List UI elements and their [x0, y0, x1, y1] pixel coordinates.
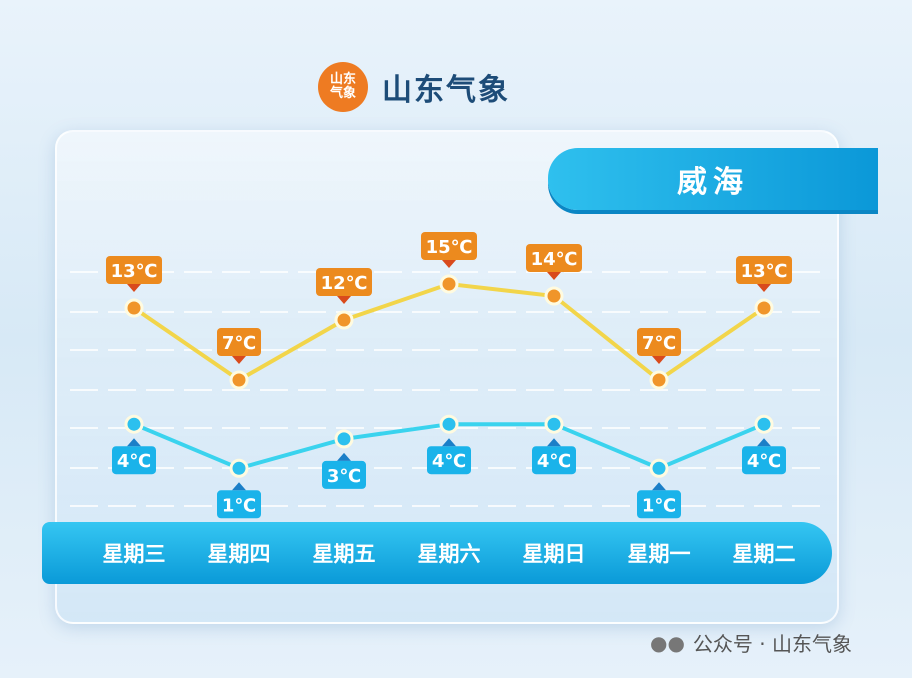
- label-pointer: [127, 284, 141, 292]
- label-box: [316, 268, 372, 296]
- data-point: [439, 414, 459, 434]
- data-label: 13℃: [106, 256, 162, 292]
- label-pointer: [547, 272, 561, 280]
- label-box: [736, 256, 792, 284]
- label-box: [112, 446, 156, 475]
- data-point: [544, 414, 564, 434]
- data-label: 4℃: [742, 438, 786, 475]
- label-pointer: [232, 482, 246, 491]
- label-box: [526, 244, 582, 272]
- label-pointer: [547, 438, 561, 447]
- data-label: 3℃: [322, 452, 366, 489]
- label-pointer: [652, 482, 666, 491]
- temp-label: 4℃: [117, 451, 151, 472]
- city-title: 威海: [548, 148, 878, 210]
- temp-label: 12℃: [321, 273, 368, 294]
- day-bar: 星期三 星期四 星期五 星期六 星期日 星期一 星期二: [42, 522, 832, 584]
- watermark-text: 公众号 · 山东气象: [692, 632, 852, 656]
- temp-label: 4℃: [432, 451, 466, 472]
- label-box: [421, 232, 477, 260]
- data-label: 13℃: [736, 256, 792, 292]
- data-point: [124, 298, 144, 318]
- label-pointer: [442, 260, 456, 268]
- logo-text-bottom: 气象: [329, 86, 356, 101]
- data-point: [334, 310, 354, 330]
- temp-label: 7℃: [222, 333, 256, 354]
- day-label: 星期日: [522, 542, 586, 566]
- temp-label: 15℃: [426, 237, 473, 258]
- temp-label: 7℃: [642, 333, 676, 354]
- data-label: 1℃: [217, 482, 261, 519]
- day-label: 星期一: [627, 542, 691, 566]
- watermark: ●● 公众号 · 山东气象: [650, 628, 852, 657]
- label-pointer: [757, 438, 771, 447]
- temp-label: 1℃: [222, 495, 256, 516]
- temp-label: 4℃: [747, 451, 781, 472]
- day-label: 星期二: [732, 542, 796, 566]
- wechat-icon: ●●: [650, 630, 685, 655]
- data-point: [754, 414, 774, 434]
- label-box: [637, 328, 681, 356]
- data-label: 12℃: [316, 268, 372, 304]
- header: 山东 气象 山东气象: [318, 62, 510, 112]
- label-pointer: [757, 284, 771, 292]
- data-label: 4℃: [532, 438, 576, 475]
- label-box: [427, 446, 471, 475]
- day-label: 星期六: [417, 542, 481, 566]
- data-point: [754, 298, 774, 318]
- label-pointer: [652, 356, 666, 364]
- temp-label: 14℃: [531, 249, 578, 270]
- data-point: [124, 414, 144, 434]
- logo: 山东 气象: [318, 62, 368, 112]
- day-label: 星期三: [102, 542, 166, 566]
- label-pointer: [337, 296, 351, 304]
- label-pointer: [337, 452, 351, 461]
- logo-text-top: 山东: [329, 72, 356, 87]
- day-label: 星期五: [312, 542, 376, 566]
- data-point: [439, 274, 459, 294]
- data-point: [544, 286, 564, 306]
- data-label: 7℃: [637, 328, 681, 364]
- label-box: [532, 446, 576, 475]
- label-box: [217, 490, 261, 519]
- data-label: 15℃: [421, 232, 477, 268]
- label-box: [322, 460, 366, 489]
- label-box: [106, 256, 162, 284]
- data-label: 1℃: [637, 482, 681, 519]
- label-box: [637, 490, 681, 519]
- data-label: 4℃: [112, 438, 156, 475]
- data-point: [229, 458, 249, 478]
- data-label: 14℃: [526, 244, 582, 280]
- data-point: [649, 370, 669, 390]
- data-label: 4℃: [427, 438, 471, 475]
- temp-label: 13℃: [111, 261, 158, 282]
- data-point: [334, 429, 354, 449]
- day-label: 星期四: [207, 542, 271, 566]
- label-pointer: [127, 438, 141, 447]
- data-point: [649, 458, 669, 478]
- label-box: [217, 328, 261, 356]
- label-box: [742, 446, 786, 475]
- temp-label: 3℃: [327, 466, 361, 487]
- label-pointer: [442, 438, 456, 447]
- temp-label: 4℃: [537, 451, 571, 472]
- data-point: [229, 370, 249, 390]
- temp-label: 1℃: [642, 495, 676, 516]
- data-label: 7℃: [217, 328, 261, 364]
- label-pointer: [232, 356, 246, 364]
- temp-label: 13℃: [741, 261, 788, 282]
- brand-title: 山东气象: [382, 73, 510, 108]
